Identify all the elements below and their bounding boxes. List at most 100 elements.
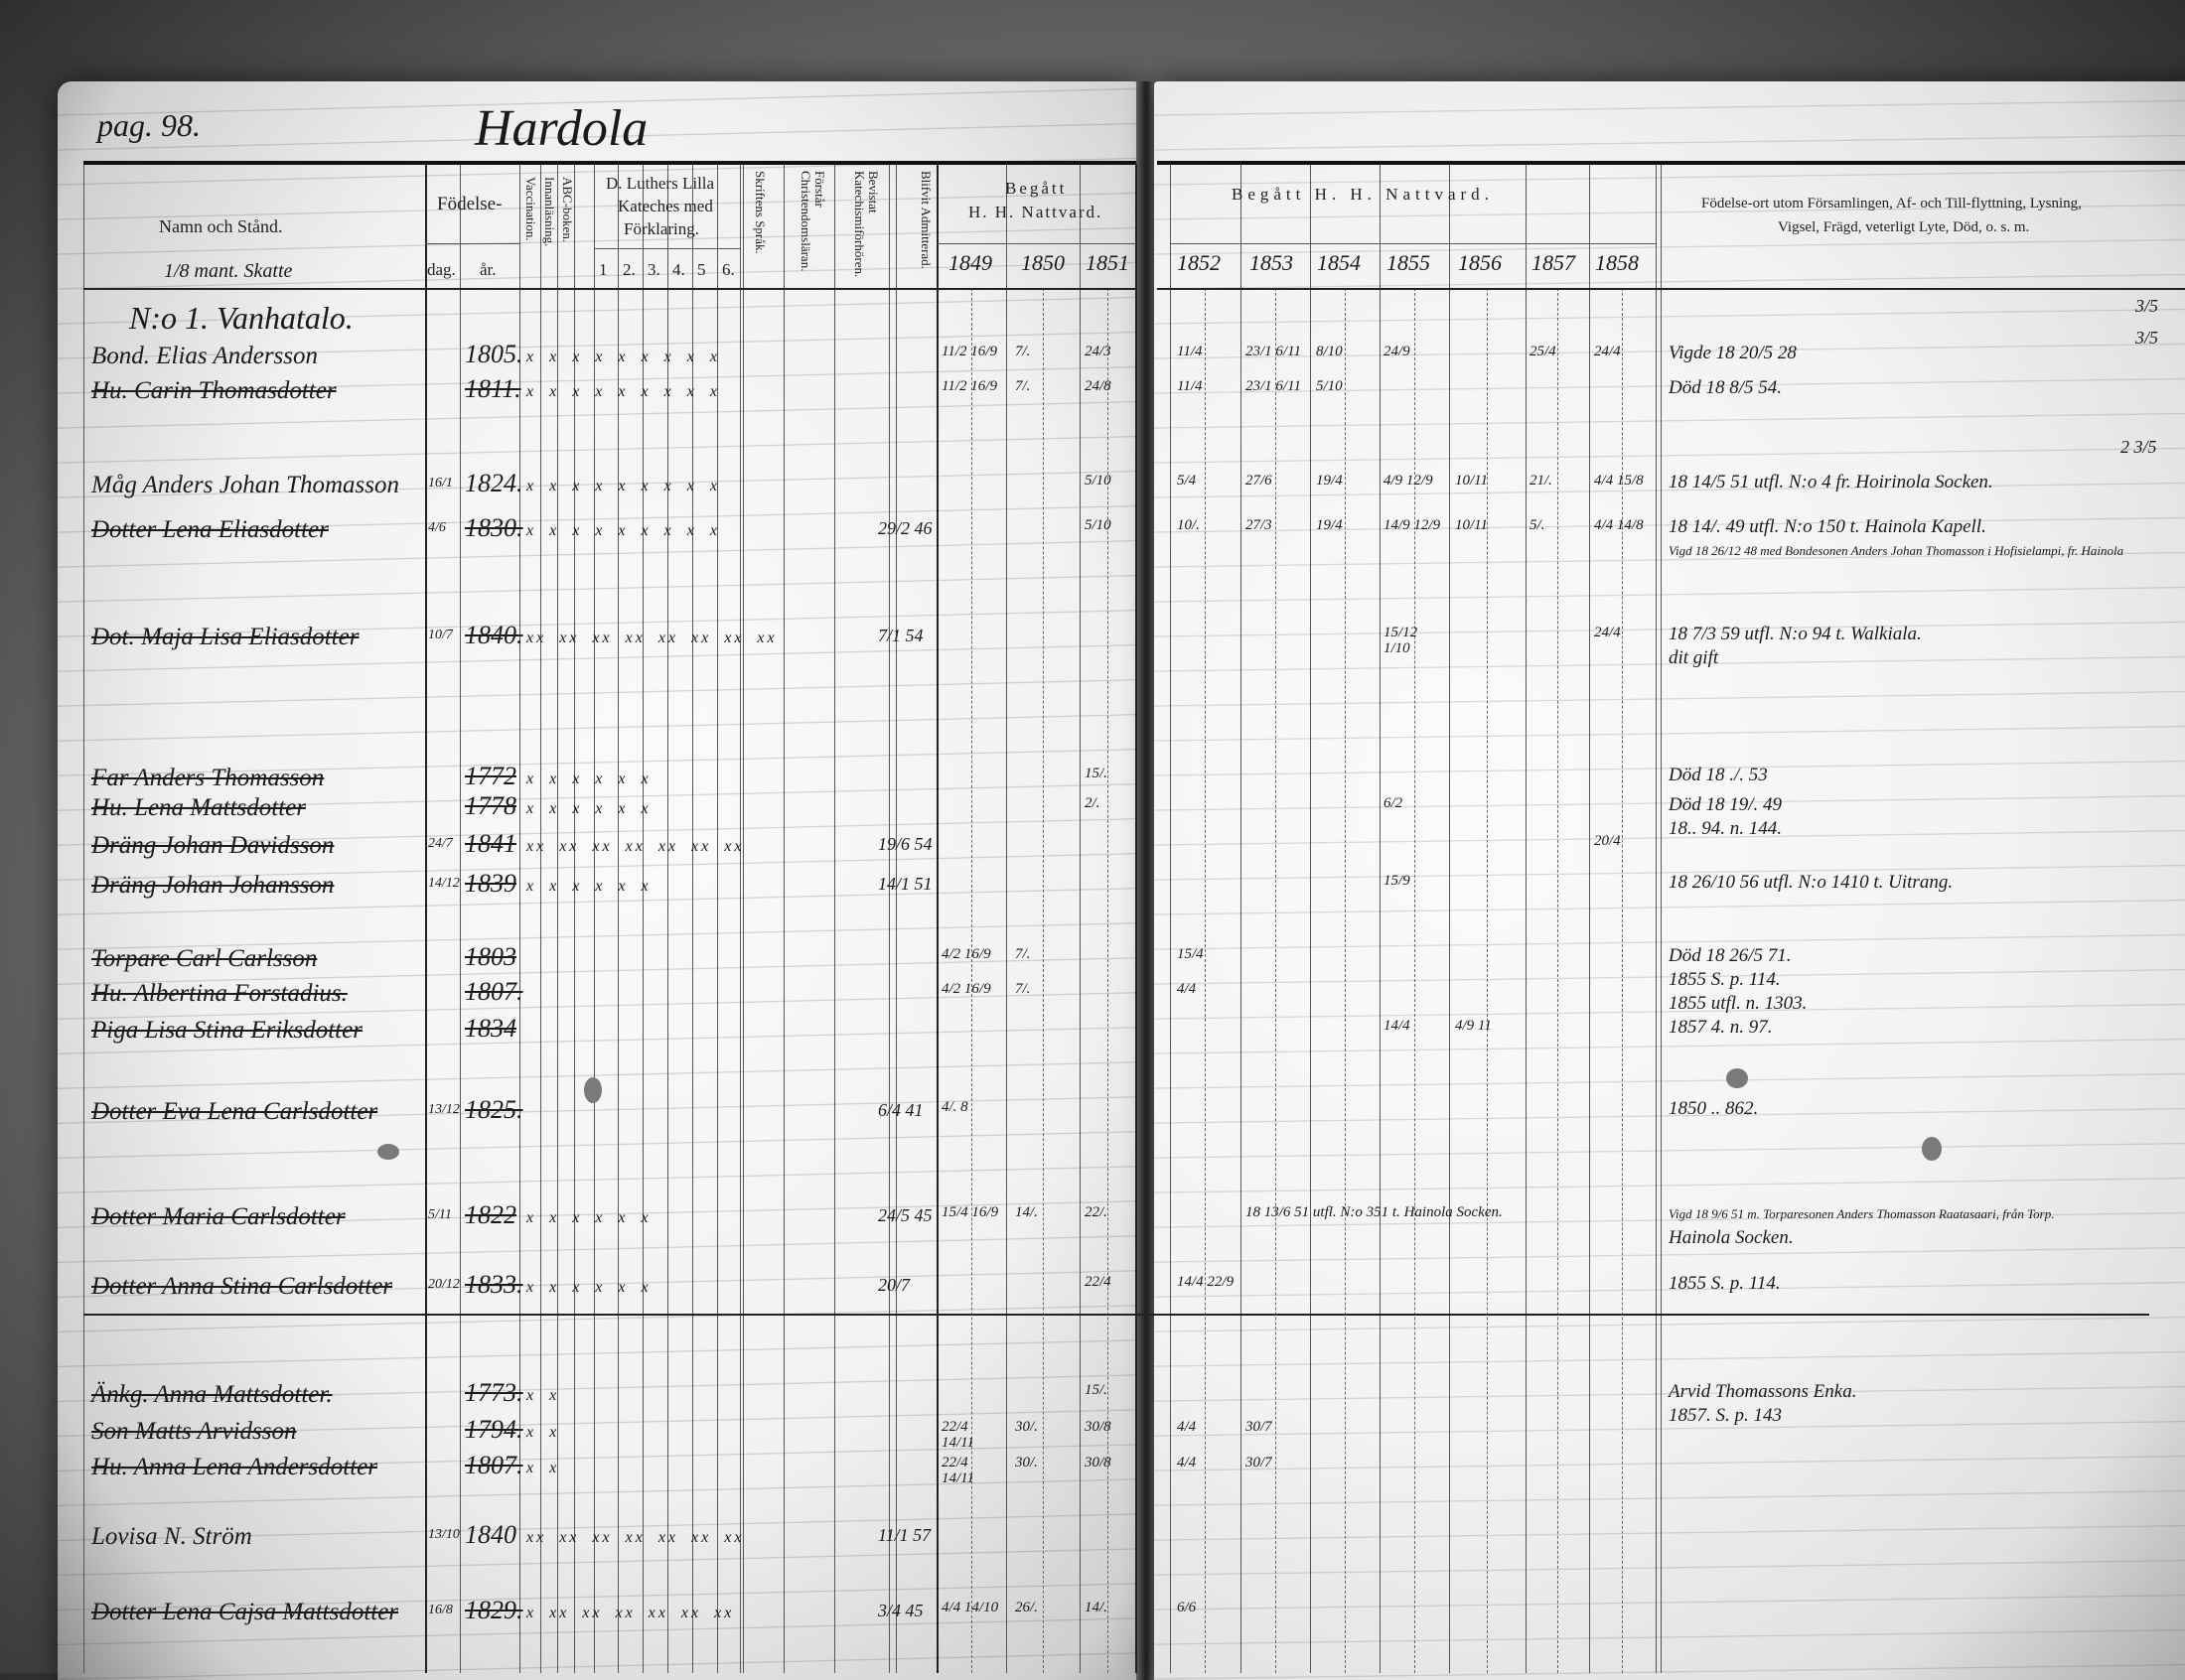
year-header-1855: 1855 <box>1386 250 1430 275</box>
communion-1851: 22/4 <box>1085 1274 1111 1290</box>
header-remarks-1: Födelse-ort utom Församlingen, Af- och T… <box>1701 196 2082 211</box>
header-reading: Innanläsning. <box>542 177 557 247</box>
remark: 18 26/10 56 utfl. N:o 1410 t. Uitrang. <box>1669 872 1954 893</box>
year-header-1857: 1857 <box>1531 250 1575 275</box>
column-rule <box>692 164 693 1673</box>
communion-1852: 4/4 <box>1177 1455 1197 1470</box>
birth-year: 1803 <box>465 942 516 971</box>
header-vaccination: Vaccination. <box>523 177 538 241</box>
header-catechism: Bevistat Katechismiförhören. <box>852 171 881 278</box>
column-rule <box>643 164 644 1673</box>
luther-part-number: 2. <box>623 260 636 279</box>
birth-year: 1794. <box>465 1415 523 1444</box>
margin-note: 3/5 <box>2135 328 2159 348</box>
remark: Död 18 19/. 49 <box>1669 794 1782 815</box>
catechism-marks: x x x x x x <box>526 800 652 817</box>
birth-year: 1830. <box>465 513 523 542</box>
header-bottom-rule <box>83 288 1136 290</box>
admitted-date: 19/6 54 <box>878 834 933 854</box>
communion-1855: 14/4 <box>1384 1018 1410 1034</box>
communion-1850: 7/. <box>1015 946 1031 962</box>
luther-part-number: 1 <box>599 260 608 279</box>
left-page <box>58 81 1138 1680</box>
birth-year: 1825. <box>465 1095 523 1124</box>
birth-year: 1839 <box>465 869 516 898</box>
communion-1851: 30/8 <box>1085 1455 1111 1470</box>
column-rule <box>574 164 575 1673</box>
column-subrule <box>1275 288 1276 1673</box>
margin-note: 2 3/5 <box>2120 437 2157 457</box>
communion-1858: 24/4 <box>1594 625 1621 640</box>
column-rule <box>889 164 890 1673</box>
communion-1849: 11/2 16/9 <box>942 378 997 394</box>
birth-day: 4/6 <box>428 520 446 535</box>
communion-1851: 30/8 <box>1085 1419 1111 1435</box>
person-name: Dotter Eva Lena Carlsdotter <box>91 1098 378 1125</box>
catechism-marks: x x <box>526 1460 560 1476</box>
column-rule <box>83 164 84 1673</box>
communion-1856: 4/9 11 <box>1455 1018 1492 1034</box>
household-heading: N:o 1. Vanhatalo. <box>129 300 354 336</box>
column-rule <box>1380 164 1381 1673</box>
column-rule <box>557 164 558 1673</box>
ink-blot <box>1922 1137 1942 1161</box>
communion-1849: 4/4 14/10 <box>942 1600 999 1615</box>
village-title: Hardola <box>475 100 649 157</box>
margin-note: 3/5 <box>2135 296 2159 316</box>
communion-1851: 24/3 <box>1085 344 1111 359</box>
person-name: Bond. Elias Andersson <box>91 343 319 369</box>
communion-1856: 10/11 <box>1455 473 1489 489</box>
header-communion-right: Begått H. H. Nattvard. <box>1232 185 1494 204</box>
birth-year: 1807. <box>465 977 523 1006</box>
header-birth-year: år. <box>480 260 497 279</box>
luther-part-number: 6. <box>722 260 735 279</box>
communion-1852: 4/4 <box>1177 1419 1197 1435</box>
remark: 18 14/5 51 utfl. N:o 4 fr. Hoirinola Soc… <box>1669 472 1993 492</box>
communion-1858: 4/4 14/8 <box>1594 517 1644 533</box>
column-rule <box>834 164 835 1673</box>
person-name: Dotter Maria Carlsdotter <box>91 1203 346 1230</box>
luther-part-number: 4. <box>672 260 685 279</box>
communion-1852: 15/4 <box>1177 946 1204 962</box>
person-name: Hu. Anna Lena Andersdotter <box>91 1454 377 1480</box>
remark: 1857 4. n. 97. <box>1669 1017 1773 1038</box>
year-header-1858: 1858 <box>1595 250 1639 275</box>
column-rule <box>1310 164 1311 1673</box>
catechism-marks: x x x x x x <box>526 878 652 895</box>
birth-year: 1805. <box>465 340 523 368</box>
communion-1851: 15/. <box>1085 766 1107 781</box>
person-name: Hu. Carin Thomasdotter <box>91 377 337 404</box>
remark: 18 14/. 49 utfl. N:o 150 t. Hainola Kape… <box>1669 516 1986 537</box>
communion-1850: 7/. <box>1015 378 1031 394</box>
communion-1854: 19/4 <box>1316 473 1343 489</box>
column-rule <box>1656 164 1657 1673</box>
communion-1850: 7/. <box>1015 344 1031 359</box>
admitted-date: 6/4 41 <box>878 1100 924 1120</box>
year-header-1856: 1856 <box>1458 250 1502 275</box>
remark: dit gift <box>1669 647 1719 668</box>
catechism-marks: x x <box>526 1424 560 1441</box>
header-communion-left-1: Begått <box>1005 179 1068 198</box>
column-rule <box>743 164 744 1673</box>
person-name: Dotter Anna Stina Carlsdotter <box>91 1273 393 1300</box>
person-name: Dotter Lena Cajsa Mattsdotter <box>91 1599 399 1625</box>
year-header-1850: 1850 <box>1021 250 1065 275</box>
communion-1852: 4/4 <box>1177 981 1197 997</box>
header-communion-left-2: H. H. Nattvard. <box>968 203 1103 221</box>
birth-year: 1840 <box>465 1520 516 1549</box>
catechism-marks: xx xx xx xx xx xx xx <box>526 1529 745 1546</box>
communion-1853: 27/6 <box>1245 473 1272 489</box>
year-header-1854: 1854 <box>1317 250 1361 275</box>
communion-1853: 23/1 6/11 <box>1245 344 1301 359</box>
column-rule <box>1240 164 1241 1673</box>
catechism-marks: x xx xx xx xx xx xx <box>526 1605 735 1621</box>
communion-1855: 24/9 <box>1384 344 1410 359</box>
birth-year: 1772 <box>465 762 516 790</box>
communion-1855: 14/9 12/9 <box>1384 517 1441 533</box>
column-subrule <box>1487 288 1488 1673</box>
column-rule <box>1135 164 1137 1673</box>
birth-day: 13/12 <box>428 1102 460 1117</box>
communion-1851: 15/. <box>1085 1382 1107 1398</box>
year-header-1853: 1853 <box>1249 250 1293 275</box>
column-rule <box>667 164 668 1673</box>
